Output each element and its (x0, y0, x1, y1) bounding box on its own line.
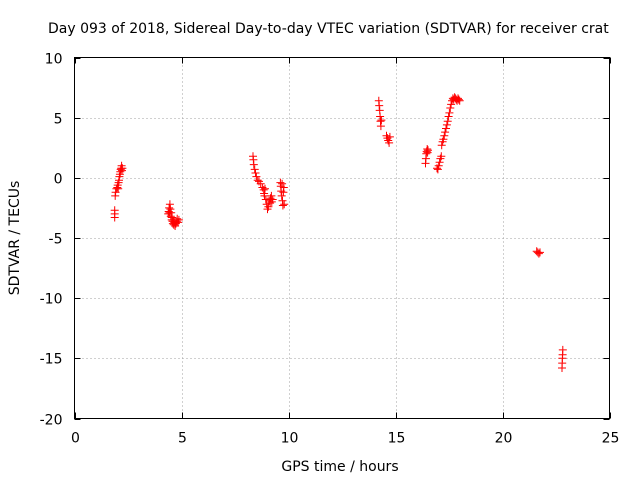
data-point (118, 164, 127, 173)
data-point (377, 116, 386, 125)
data-point (435, 158, 444, 167)
data-point (278, 201, 287, 210)
data-point (536, 248, 544, 257)
data-point (385, 132, 394, 141)
grid-lines (74, 57, 610, 419)
x-tick-label: 25 (602, 431, 620, 447)
data-point (442, 120, 451, 129)
data-point (385, 138, 394, 147)
axis-ticks (74, 57, 611, 420)
data-point (166, 205, 175, 214)
data-point (260, 191, 269, 200)
data-point (454, 95, 463, 104)
data-point (261, 184, 269, 193)
data-point (251, 169, 260, 177)
data-point (434, 161, 443, 170)
data-point (558, 345, 567, 354)
y-tick-label: -5 (49, 232, 63, 248)
y-tick-label: -15 (40, 352, 63, 368)
y-tick-label: 0 (54, 172, 63, 188)
data-point (256, 179, 265, 188)
y-axis-tick-labels: -20 -15 -10 -5 0 5 10 (40, 52, 63, 429)
x-tick-label: 20 (495, 431, 513, 447)
x-tick-label: 5 (178, 431, 187, 447)
data-point (443, 117, 452, 126)
data-point (424, 146, 432, 155)
y-tick-label: -10 (40, 292, 63, 308)
data-point (264, 202, 273, 211)
x-axis-label: GPS time / hours (281, 459, 398, 475)
data-point (167, 208, 176, 217)
data-point (441, 128, 450, 137)
data-point (534, 249, 543, 258)
chart-title: Day 093 of 2018, Sidereal Day-to-day VTE… (48, 21, 609, 37)
x-tick-label: 15 (388, 431, 406, 447)
x-tick-label: 0 (71, 431, 80, 447)
data-point (437, 152, 446, 161)
y-tick-label: -20 (40, 413, 63, 429)
data-point (445, 108, 454, 117)
data-point (277, 191, 286, 200)
data-point (442, 124, 450, 133)
data-point (250, 165, 259, 174)
data-point (279, 183, 288, 192)
data-point (173, 214, 182, 223)
data-series-sdtvar (110, 93, 567, 372)
data-point (110, 206, 119, 215)
data-point (444, 112, 453, 121)
data-point (261, 195, 270, 204)
data-point (268, 195, 277, 204)
data-point (437, 141, 446, 150)
x-axis-tick-labels: 0 5 10 15 20 25 (71, 431, 619, 447)
y-tick-label: 5 (54, 112, 63, 128)
data-point (280, 200, 289, 209)
x-tick-label: 10 (281, 431, 299, 447)
y-tick-label: 10 (45, 52, 63, 68)
data-point (447, 100, 456, 109)
data-point (439, 135, 448, 144)
data-point (174, 215, 183, 224)
data-point (249, 160, 258, 169)
data-point (433, 165, 442, 174)
data-point (446, 104, 455, 112)
data-point (252, 172, 261, 181)
y-axis-label: SDTVAR / TECUs (7, 181, 23, 296)
data-point (455, 96, 464, 105)
data-point (440, 131, 449, 140)
data-point (278, 179, 287, 188)
